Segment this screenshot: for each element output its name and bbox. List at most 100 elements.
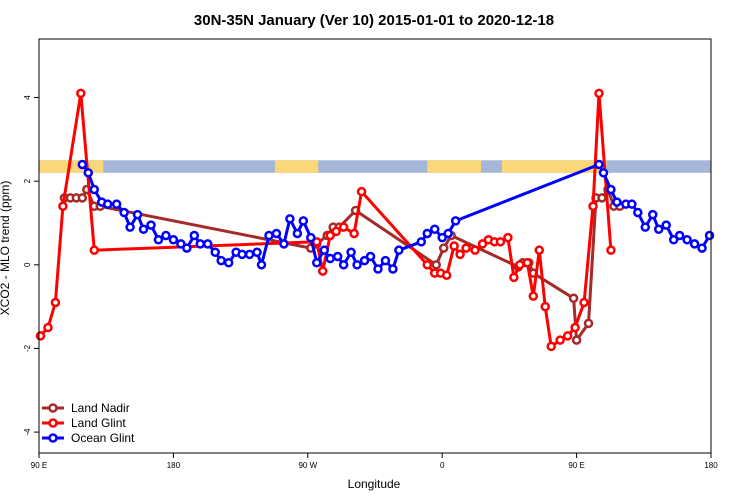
data-point [503, 232, 513, 243]
data-point [640, 222, 651, 232]
y-tick-label: 4 [23, 95, 32, 100]
data-point [450, 216, 461, 226]
data-point [77, 159, 88, 170]
x-tick-label: 90 E [31, 461, 47, 470]
data-point [653, 224, 664, 235]
data-point [298, 216, 309, 226]
data-point [83, 168, 94, 178]
data-point [89, 245, 100, 255]
data-point [356, 186, 367, 197]
data-point [153, 234, 164, 245]
ocean-strip [39, 160, 711, 173]
data-point [77, 193, 88, 203]
data-point [555, 335, 565, 345]
plot-frame [38, 38, 712, 454]
data-point [264, 230, 274, 241]
data-point [704, 230, 715, 241]
data-point [674, 230, 685, 241]
land-strip-segment [274, 160, 319, 173]
data-point [534, 245, 545, 255]
data-point [50, 297, 61, 308]
legend-marker [48, 403, 58, 413]
data-point [306, 232, 316, 243]
data-point [546, 341, 556, 352]
data-point [102, 199, 113, 209]
legend-marker [48, 418, 58, 428]
data-point [388, 264, 398, 274]
data-point [477, 239, 488, 249]
x-tick-label: 180 [167, 461, 181, 470]
legend-item: Ocean Glint [42, 431, 135, 445]
data-point [416, 237, 427, 247]
y-axis: -4 -2 0 2 4 [23, 95, 39, 436]
data-point [612, 197, 622, 207]
data-point [125, 222, 135, 232]
chart-title: 30N-35N January (Ver 10) 2015-01-01 to 2… [194, 12, 554, 29]
data-point [594, 159, 604, 170]
data-point [319, 245, 329, 255]
data-point [697, 243, 707, 253]
data-point [495, 237, 506, 247]
data-point [668, 234, 679, 245]
data-point [331, 226, 341, 237]
data-point [470, 245, 480, 255]
y-tick-label: 0 [23, 262, 32, 267]
data-point [176, 239, 186, 249]
data-point [571, 335, 582, 345]
data-point [223, 257, 234, 268]
data-point [332, 251, 343, 262]
data-point [189, 230, 200, 241]
series-ocean-glint [77, 159, 715, 274]
data-point [606, 184, 616, 195]
data-point [325, 253, 335, 264]
data-point [352, 260, 362, 270]
data-point [515, 260, 525, 270]
y-tick-label: -4 [23, 428, 32, 436]
data-point [570, 322, 580, 333]
data-point [58, 201, 68, 212]
x-tick-label: 90 W [298, 461, 317, 470]
data-point [443, 228, 453, 239]
data-point [195, 239, 206, 249]
data-point [540, 301, 550, 312]
data-point [455, 249, 465, 260]
data-point [210, 247, 220, 258]
data-point [338, 260, 349, 270]
data-point [627, 199, 637, 209]
land-strip-segment [427, 160, 482, 173]
data-point [579, 297, 589, 308]
data-point [689, 239, 700, 249]
legend-marker [48, 433, 58, 443]
data-point [429, 224, 440, 235]
data-point [633, 207, 643, 218]
data-point [380, 255, 391, 266]
data-point [422, 260, 433, 270]
data-point [449, 241, 459, 251]
data-point [441, 270, 452, 281]
data-point [661, 220, 671, 230]
data-point [244, 249, 255, 260]
data-point [35, 331, 46, 341]
data-point [568, 293, 579, 304]
legend-item: Land Nadir [42, 401, 130, 415]
data-point [598, 168, 609, 178]
data-point [76, 88, 86, 99]
data-point [583, 318, 594, 329]
data-point [89, 184, 100, 195]
data-point [394, 245, 404, 255]
data-point [271, 228, 282, 239]
data-point [373, 264, 383, 274]
x-tick-label: 180 [704, 461, 718, 470]
data-point [202, 239, 213, 249]
data-point [648, 209, 658, 220]
land-strip-segment [501, 160, 607, 173]
data-point [325, 230, 335, 241]
legend-label: Ocean Glint [71, 431, 135, 445]
data-point [588, 201, 598, 212]
data-point [509, 272, 519, 283]
data-point [359, 255, 370, 266]
data-point [422, 228, 433, 239]
data-point [111, 199, 122, 209]
series-land-glint [35, 88, 616, 352]
